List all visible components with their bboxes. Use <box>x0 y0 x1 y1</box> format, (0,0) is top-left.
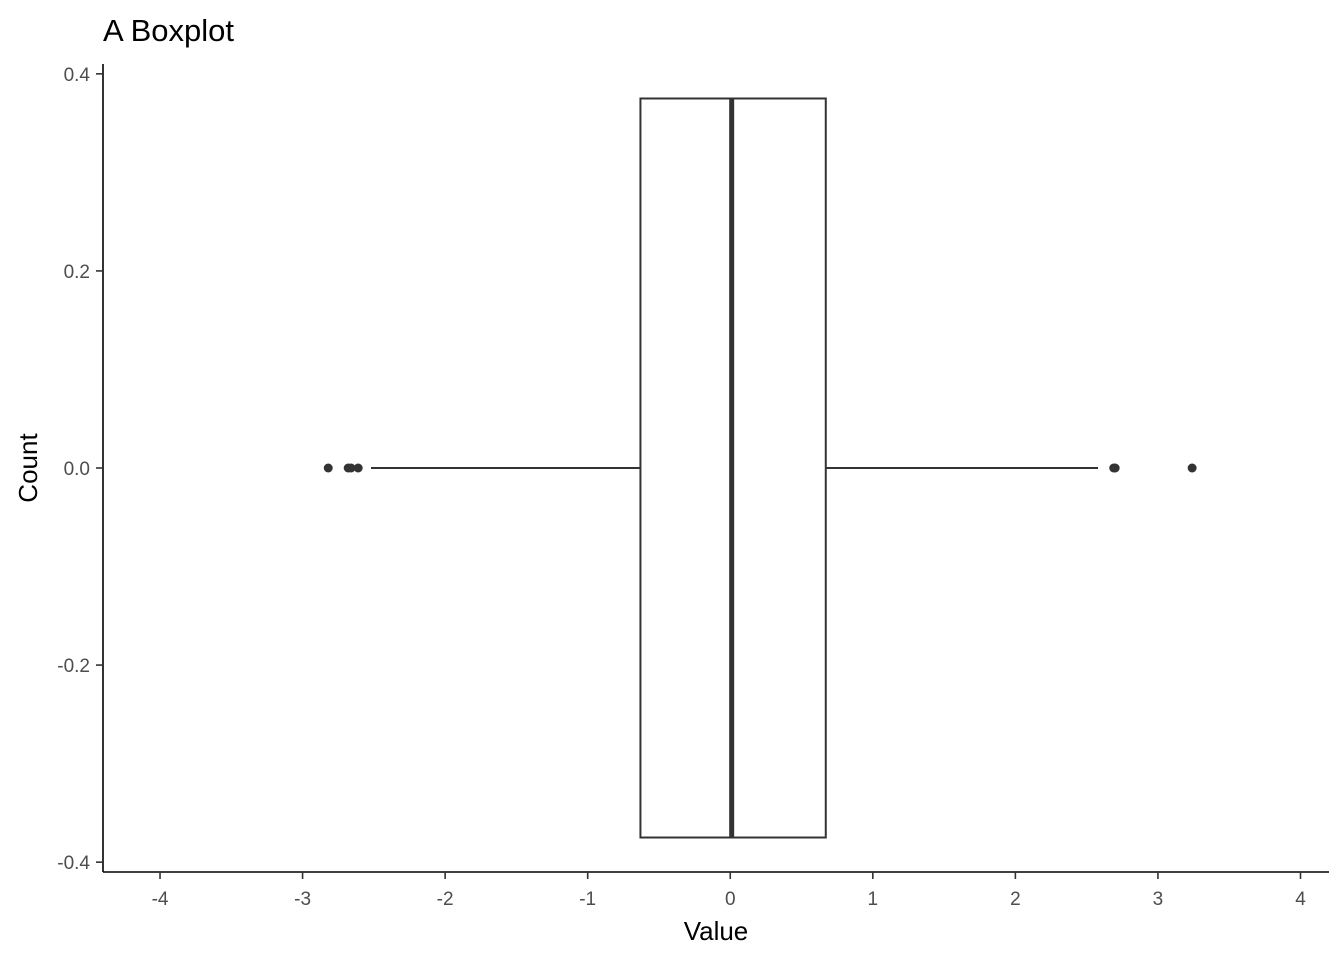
outlier-point-3 <box>353 463 363 473</box>
y-tick-label-3: -0.2 <box>57 656 90 677</box>
outlier-point-0 <box>323 463 333 473</box>
y-tick-label-2: 0.0 <box>64 459 90 480</box>
x-axis-title: Value <box>684 916 749 946</box>
x-tick-label-4: 0 <box>725 889 736 910</box>
x-tick-label-0: -4 <box>152 889 169 910</box>
outlier-point-6 <box>1187 463 1197 473</box>
x-tick-label-5: 1 <box>868 889 879 910</box>
outlier-point-2 <box>346 463 356 473</box>
y-tick-label-1: 0.2 <box>64 262 90 283</box>
outlier-point-5 <box>1110 463 1120 473</box>
x-tick-label-1: -3 <box>294 889 311 910</box>
x-tick-label-6: 2 <box>1010 889 1021 910</box>
x-tick-label-8: 4 <box>1295 889 1306 910</box>
y-axis-title: Count <box>13 433 43 503</box>
x-tick-label-7: 3 <box>1153 889 1164 910</box>
y-tick-label-4: -0.4 <box>57 853 90 874</box>
y-tick-label-0: 0.4 <box>64 65 91 86</box>
x-tick-label-3: -1 <box>579 889 596 910</box>
chart-title: A Boxplot <box>103 13 234 48</box>
x-tick-label-2: -2 <box>437 889 454 910</box>
plot-area: -4 -3 -2 -1 0 1 2 3 4 0.4 0.2 0.0 -0.2 -0.4 <box>57 64 1329 910</box>
